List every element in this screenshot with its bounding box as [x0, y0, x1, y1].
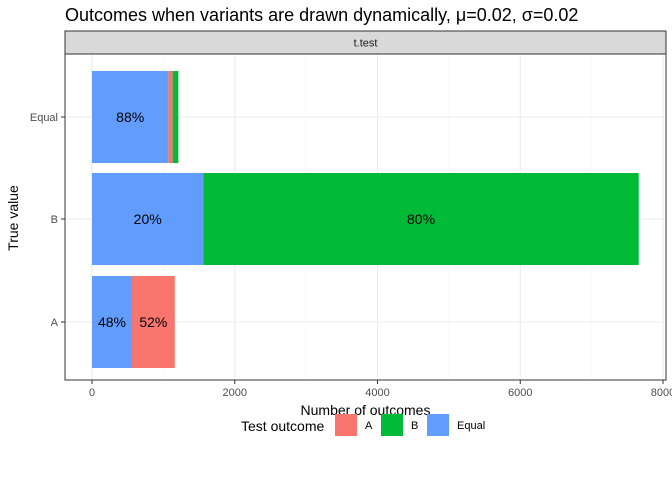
y-tick-label: B	[51, 214, 58, 226]
data-label: 80%	[407, 211, 435, 227]
y-tick-label: Equal	[30, 112, 58, 124]
facet-strip-label: t.test	[354, 38, 378, 50]
legend-key-equal	[427, 414, 449, 436]
y-axis: A B Equal	[30, 112, 65, 329]
data-labels: 48% 52% 20% 80% 88%	[98, 109, 435, 330]
data-label: 88%	[116, 109, 144, 125]
legend-key-a	[335, 414, 357, 436]
bar-segment-a-a	[131, 276, 175, 368]
legend-key-b	[381, 414, 403, 436]
legend-label: A	[365, 420, 373, 432]
bar-segment-b-equal	[92, 173, 204, 265]
x-tick-label: 2000	[223, 387, 247, 399]
legend-title: Test outcome	[241, 418, 324, 434]
x-tick-label: 4000	[365, 387, 389, 399]
x-axis-title: Number of outcomes	[301, 402, 431, 418]
data-label: 52%	[139, 314, 167, 330]
data-label: 48%	[98, 314, 126, 330]
x-tick-label: 6000	[508, 387, 532, 399]
x-axis: 0 2000 4000 6000 8000	[89, 380, 672, 399]
x-tick-label: 0	[89, 387, 95, 399]
bar-segment-equal-a	[168, 71, 173, 163]
legend-label: B	[411, 420, 418, 432]
bar-stack	[92, 71, 639, 368]
bar-segment-equal-equal	[92, 71, 169, 163]
legend: Test outcome A B Equal	[241, 414, 485, 436]
data-label: 20%	[134, 211, 162, 227]
y-tick-label: A	[51, 317, 59, 329]
x-tick-label: 8000	[651, 387, 672, 399]
plot-panel-border	[64, 53, 667, 381]
bar-segment-b-b	[203, 173, 639, 265]
bar-segment-equal-b	[172, 71, 179, 163]
bar-segment-a-equal	[92, 276, 132, 368]
y-axis-title: True value	[5, 185, 21, 251]
legend-label: Equal	[457, 420, 485, 432]
chart-title: Outcomes when variants are drawn dynamic…	[65, 5, 578, 25]
